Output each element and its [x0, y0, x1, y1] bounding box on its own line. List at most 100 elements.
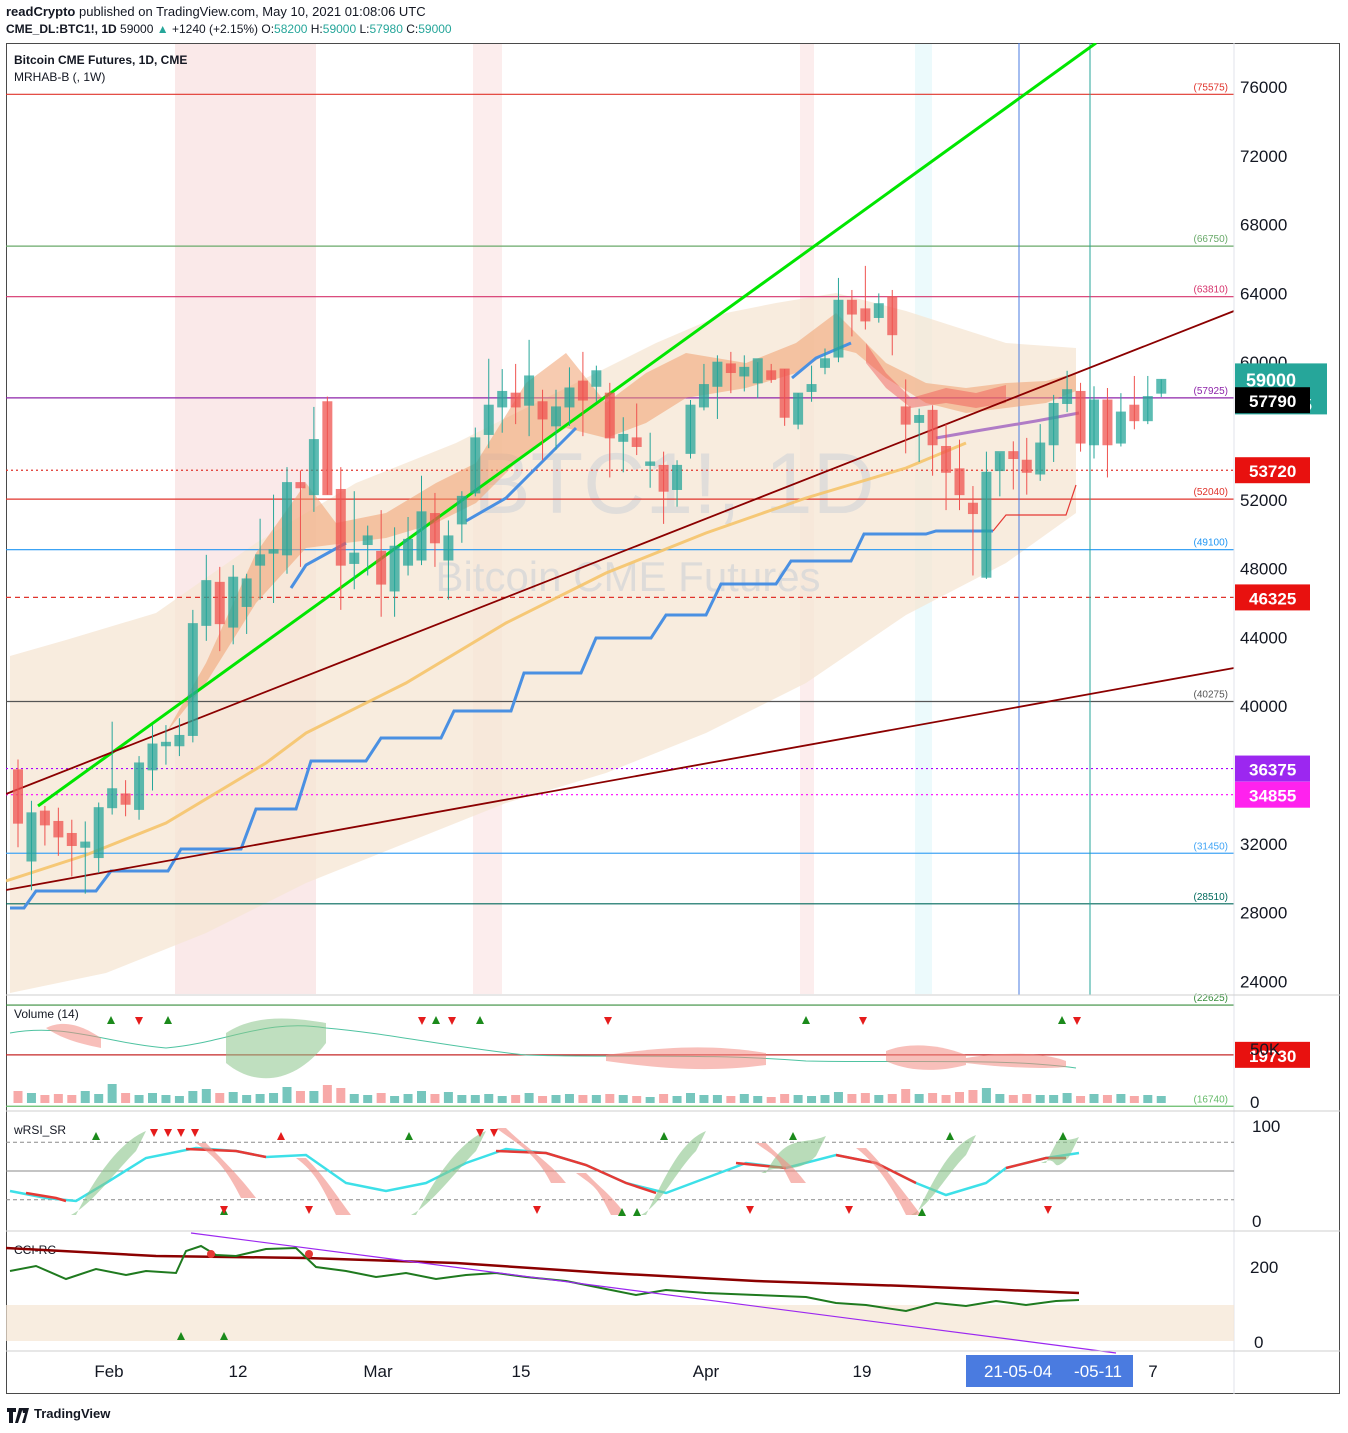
cci-axis-tick: 0	[1254, 1333, 1263, 1352]
candle-body	[26, 812, 37, 862]
time-axis-tick: 15	[512, 1362, 531, 1381]
candle-body	[187, 623, 198, 736]
sell-arrow-icon	[746, 1206, 754, 1214]
candle-body	[564, 387, 575, 408]
volume-bar	[901, 1089, 911, 1103]
candle-body	[524, 375, 535, 406]
rsi-green-wave	[411, 1131, 486, 1215]
candle-body	[335, 488, 346, 566]
volume-bar	[430, 1094, 440, 1103]
rsi-axis-tick: 0	[1252, 1212, 1261, 1231]
volume-bar	[1129, 1096, 1139, 1103]
volume-bar	[605, 1094, 615, 1103]
buy-signal-icon	[1058, 1016, 1066, 1024]
volume-bar	[618, 1095, 628, 1103]
candle-body	[645, 461, 656, 466]
level-tag-label: 57790	[1249, 392, 1296, 411]
rsi-red-wave	[856, 1148, 921, 1215]
volume-cloud-red	[966, 1053, 1066, 1068]
volume-bar	[914, 1094, 924, 1103]
candle-body	[470, 437, 481, 494]
level-label: (49100)	[1194, 538, 1228, 549]
volume-bar	[470, 1095, 480, 1103]
volume-bar	[766, 1097, 776, 1103]
stepped-support-line	[10, 529, 993, 910]
volume-bar	[860, 1093, 870, 1103]
time-axis-tick: 19	[853, 1362, 872, 1381]
candle-body	[551, 406, 561, 427]
last-price-label: 59000	[1246, 370, 1296, 390]
rsi-red-wave	[576, 1173, 626, 1215]
candles-group	[13, 265, 1167, 894]
level-label: (31450)	[1194, 841, 1228, 852]
volume-cloud-red	[886, 1045, 966, 1070]
tradingview-logo-icon	[7, 1408, 29, 1423]
candle-body	[1008, 451, 1019, 460]
volume-bar	[443, 1092, 453, 1103]
volume-bar	[1062, 1093, 1072, 1103]
open-value: 58200	[274, 22, 308, 36]
candle-body	[779, 368, 790, 418]
buy-arrow-icon	[92, 1132, 100, 1140]
ribbon-red-segment	[866, 343, 1006, 408]
volume-bar	[632, 1096, 642, 1103]
volume-bar	[484, 1094, 494, 1103]
rsi-red-wave	[196, 1143, 256, 1198]
chart-header: readCrypto published on TradingView.com,…	[6, 4, 1336, 40]
volume-bar	[40, 1095, 50, 1103]
date-range-highlight[interactable]	[966, 1355, 1133, 1387]
dark-red-trend-line	[6, 310, 1235, 795]
candle-body	[134, 762, 145, 810]
candle-body	[389, 545, 400, 592]
sell-arrow-icon	[1044, 1206, 1052, 1214]
candle-body	[214, 581, 225, 625]
volume-bar	[215, 1093, 225, 1103]
candle-body	[994, 451, 1005, 472]
price-axis-tick: 52000	[1240, 491, 1287, 510]
volume-bar	[1008, 1095, 1018, 1103]
volume-bar	[686, 1093, 695, 1103]
volume-cloud-red	[46, 1023, 101, 1048]
rsi-green-wave	[1041, 1137, 1079, 1166]
volume-bar	[591, 1095, 601, 1103]
price-axis-tick: 48000	[1240, 560, 1287, 579]
high-label: H:	[310, 22, 323, 36]
price-axis-tick: 28000	[1240, 904, 1287, 923]
moving-average-line	[6, 441, 967, 883]
level-tag	[1235, 584, 1310, 611]
time-axis-tick: 12	[229, 1362, 248, 1381]
candle-body	[13, 769, 23, 824]
candle-body	[766, 370, 777, 380]
candle-body	[739, 366, 750, 377]
volume-bar	[511, 1095, 521, 1103]
sell-arrow-icon	[177, 1129, 185, 1137]
volume-bar	[955, 1092, 964, 1103]
time-axis-tick-highlight: 21-05-04	[984, 1362, 1052, 1381]
buy-signal-icon	[164, 1016, 172, 1024]
candle-body	[1156, 378, 1167, 394]
level-tag-label: 46325	[1249, 589, 1296, 608]
symbol-label: CME_DL:BTC1!, 1D	[6, 22, 117, 36]
candle-body	[1021, 459, 1032, 473]
candle-body	[1129, 404, 1140, 422]
legend-title: Bitcoin CME Futures, 1D, CME	[14, 53, 187, 67]
candle-body	[322, 401, 333, 496]
green-trend-line	[37, 43, 1097, 808]
volume-bar	[995, 1094, 1005, 1103]
level-tag-label: 34855	[1249, 787, 1296, 806]
watermark-name: Bitcoin CME Futures	[435, 553, 820, 600]
footer-brand[interactable]: TradingView	[34, 1406, 111, 1421]
candle-body	[295, 482, 306, 489]
volume-bar	[161, 1095, 171, 1103]
low-label: L:	[359, 22, 370, 36]
legend-indicator: MRHAB-B (, 1W)	[14, 70, 105, 84]
stepped-resistance-line	[992, 484, 1077, 532]
volume-bar	[1156, 1096, 1166, 1103]
sell-arrow-icon	[164, 1129, 172, 1137]
volume-bar	[309, 1091, 319, 1103]
volume-bar	[712, 1095, 722, 1103]
publisher-name[interactable]: readCrypto	[6, 4, 76, 19]
candle-body	[201, 580, 212, 626]
sell-signal-icon	[604, 1017, 612, 1025]
